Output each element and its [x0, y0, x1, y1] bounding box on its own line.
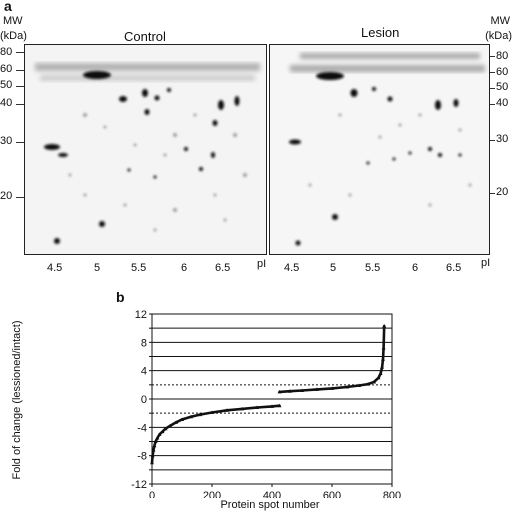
mw-title-left: MW [3, 15, 23, 27]
gel-label-control: Control [124, 29, 166, 44]
mw-tick: 60 [0, 63, 13, 75]
gel-label-lesion: Lesion [361, 25, 400, 40]
mw-title-right: MW [490, 15, 510, 27]
pi-tick: 5.5 [365, 262, 381, 274]
y-axis-label: Fold of change (lessioned/intact) [11, 320, 23, 480]
x-tick-label: 0 [149, 490, 155, 498]
control-gel-image [24, 44, 267, 255]
fold-change-chart: -12 -8 -4 0 4 8 12 0 200 400 600 800 [131, 309, 401, 498]
series-curve [278, 324, 386, 394]
data-point [163, 426, 168, 431]
y-tick-label: 4 [141, 366, 147, 378]
mw-tick: 80 [0, 46, 13, 58]
mw-tick: 60 [496, 66, 509, 78]
mw-tick: 40 [496, 97, 509, 109]
lesion-gel-image [269, 44, 490, 255]
data-point [372, 380, 376, 384]
data-point [150, 460, 154, 465]
data-point [198, 412, 202, 417]
data-point [150, 453, 155, 458]
data-point [288, 389, 292, 393]
x-tick-label: 200 [203, 490, 221, 498]
data-point [189, 414, 193, 419]
x-tick-label: 400 [263, 490, 281, 498]
data-point [380, 365, 385, 369]
pi-axis-label: pI [257, 258, 267, 270]
y-tick-label: 0 [141, 394, 147, 406]
y-tick-label: 8 [141, 337, 147, 349]
mw-tick: 20 [496, 186, 509, 198]
pi-tick: 5 [330, 262, 337, 274]
data-point [160, 429, 165, 434]
data-point [381, 346, 386, 350]
pi-tick: 6.5 [446, 262, 462, 274]
data-point [240, 406, 244, 411]
y-tick-label: -12 [131, 479, 147, 491]
data-point [151, 448, 156, 452]
series-curve [150, 404, 281, 465]
data-point [225, 408, 229, 412]
pi-tick: 4.5 [47, 262, 63, 274]
data-point [180, 417, 184, 421]
data-point [157, 432, 162, 436]
mw-tick: 50 [0, 79, 13, 91]
mw-tick: 30 [496, 133, 509, 145]
mw-unit-right: (kDa) [485, 30, 512, 42]
data-point [300, 388, 304, 392]
y-tick-label: -8 [137, 451, 147, 463]
data-point [357, 383, 361, 387]
data-point [155, 436, 160, 440]
data-point [378, 371, 383, 375]
y-tick-label: 12 [135, 309, 147, 321]
data-point [152, 443, 157, 448]
pi-tick: 5.5 [131, 262, 147, 274]
mw-tick: 40 [0, 97, 13, 109]
mw-tick: 30 [0, 135, 13, 147]
panel-b-letter: b [116, 289, 125, 305]
data-point [210, 410, 214, 414]
x-axis-label: Protein spot number [220, 499, 320, 511]
pi-tick: 6 [412, 262, 419, 274]
data-point [270, 404, 274, 408]
data-point [345, 385, 349, 389]
x-tick-label: 600 [323, 490, 341, 498]
mw-tick: 20 [0, 190, 13, 202]
pi-tick: 4.5 [284, 262, 300, 274]
data-point [366, 382, 370, 386]
data-point [174, 420, 178, 424]
data-point [168, 423, 172, 428]
data-point [255, 405, 259, 409]
data-point [277, 389, 282, 394]
data-point [315, 387, 319, 391]
y-tick-label: -4 [137, 422, 147, 434]
pi-tick: 6 [181, 262, 188, 274]
pi-tick: 5 [94, 262, 101, 274]
x-tick-label: 800 [383, 490, 401, 498]
data-point [381, 357, 385, 361]
data-point [153, 439, 158, 443]
mw-tick: 50 [496, 81, 509, 93]
data-point [382, 324, 387, 328]
mw-unit-left: (kDa) [0, 30, 27, 42]
data-point [330, 386, 334, 390]
mw-tick: 80 [496, 50, 509, 62]
pi-axis-label: pI [481, 257, 491, 269]
data-point [376, 375, 381, 380]
panel-a-letter: a [4, 0, 12, 14]
pi-tick: 6.5 [215, 262, 231, 274]
data-point [277, 403, 282, 408]
